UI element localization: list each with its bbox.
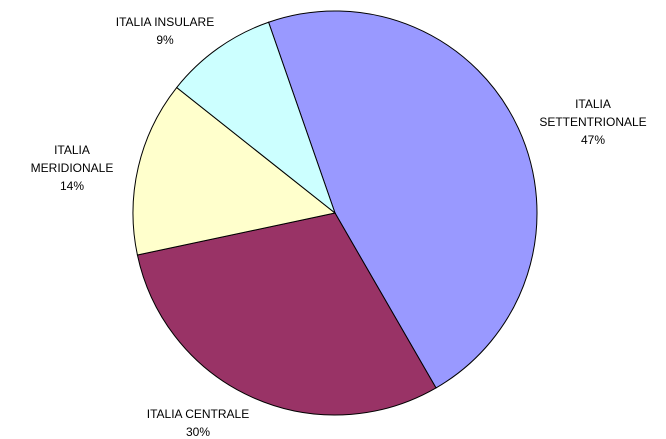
category-label: ITALIA CENTRALE: [146, 407, 250, 421]
value-label: 47%: [580, 133, 606, 147]
pie-slice: [175, 21, 337, 215]
pie-slice: [132, 86, 337, 256]
category-label: ITALIA INSULARE: [115, 15, 215, 29]
value-label: 14%: [59, 179, 85, 193]
value-label: 30%: [185, 425, 211, 439]
slice-label: ITALIA MERIDIONALE 14%: [26, 141, 118, 195]
slice-label: ITALIA SETTENTRIONALE 47%: [538, 95, 648, 149]
slice-label: ITALIA INSULARE 9%: [65, 13, 265, 49]
pie-slice: [267, 10, 538, 389]
category-label: ITALIA SETTENTRIONALE: [539, 97, 647, 129]
category-label: ITALIA MERIDIONALE: [30, 143, 114, 175]
slice-label: ITALIA CENTRALE 30%: [98, 405, 298, 439]
value-label: 9%: [156, 33, 174, 47]
pie-slice: [136, 212, 437, 416]
